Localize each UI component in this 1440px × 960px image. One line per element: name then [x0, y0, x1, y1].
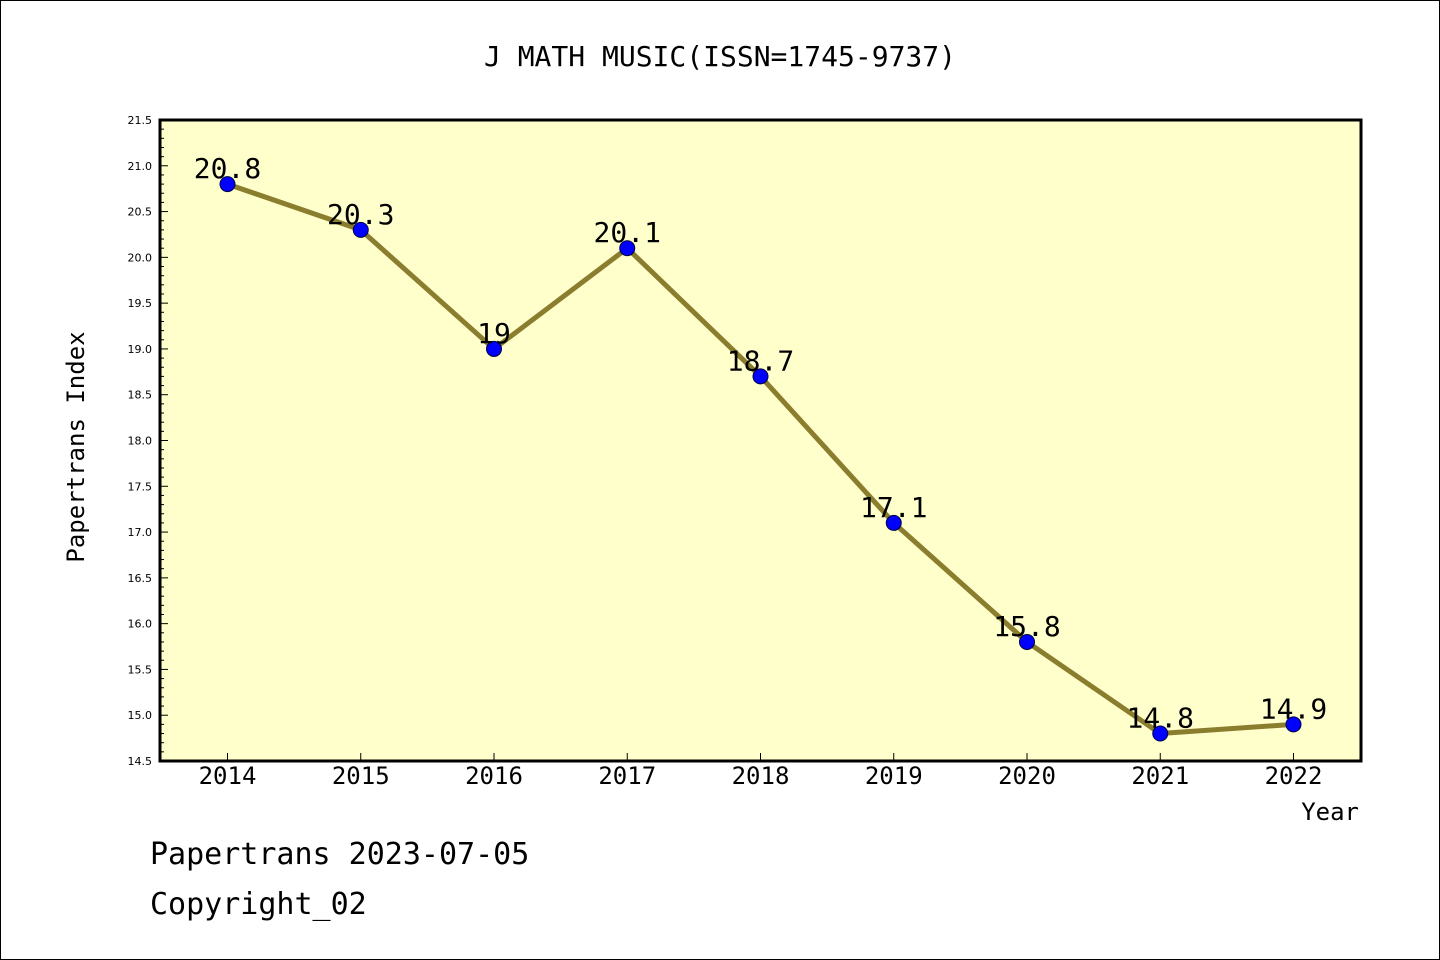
y-tick-label: 15.0 [128, 709, 153, 722]
y-tick-label: 15.5 [128, 663, 153, 676]
y-axis-ticks: 14.5 15.0 15.5 16.0 16.5 17.0 17.5 18.0 18.5 19.0… [128, 114, 168, 768]
data-label: 17.1 [860, 491, 927, 524]
y-tick-label: 18.0 [128, 435, 153, 448]
x-axis-label: Year [1301, 798, 1359, 826]
data-point [1285, 716, 1302, 733]
y-tick-label: 16.0 [128, 618, 153, 631]
x-tick-label: 2020 [998, 762, 1056, 790]
data-point [1152, 725, 1169, 742]
data-point [619, 240, 636, 257]
x-tick-label: 2018 [732, 762, 790, 790]
y-axis-label: Papertrans Index [62, 331, 90, 562]
data-point [219, 176, 236, 193]
data-label: 18.7 [727, 344, 794, 377]
x-tick-label: 2015 [332, 762, 390, 790]
x-tick-label: 2022 [1265, 762, 1323, 790]
y-tick-label: 19.0 [128, 343, 153, 356]
plot-border [158, 118, 1363, 763]
x-tick-label: 2019 [865, 762, 923, 790]
x-axis-ticks: 2014 2015 2016 2017 2018 2019 2020 2021 2022 [199, 753, 1323, 790]
y-tick-label: 17.0 [128, 526, 153, 539]
data-label: 14.9 [1260, 692, 1327, 725]
footer-copyright: Copyright_02 [150, 887, 367, 922]
data-point [486, 340, 502, 357]
data-label: 15.8 [993, 610, 1060, 643]
x-tick-label: 2017 [598, 762, 656, 790]
x-tick-label: 2014 [199, 762, 257, 790]
y-tick-label: 21.0 [128, 160, 153, 173]
data-point [885, 514, 902, 531]
y-tick-label: 16.5 [128, 572, 153, 585]
data-point [1019, 633, 1035, 650]
data-label: 20.3 [327, 198, 394, 231]
chart-title: J MATH MUSIC(ISSN=1745-9737) [484, 40, 956, 73]
points-layer [219, 176, 1302, 742]
y-tick-label: 21.5 [128, 114, 153, 127]
data-label: 20.1 [594, 216, 661, 249]
data-point [352, 221, 369, 238]
footer-date: Papertrans 2023-07-05 [150, 837, 529, 872]
data-label: 19 [477, 317, 511, 350]
y-tick-label: 20.0 [128, 251, 153, 264]
data-labels-layer: 20.8 20.3 19 20.1 18.7 17.1 15.8 14.8 14.9 [194, 152, 1327, 734]
x-tick-label: 2021 [1131, 762, 1189, 790]
data-label: 20.8 [194, 152, 261, 185]
y-tick-label: 14.5 [128, 755, 153, 768]
x-tick-label: 2016 [465, 762, 523, 790]
data-label: 14.8 [1127, 702, 1194, 735]
y-tick-label: 18.5 [128, 389, 153, 402]
y-tick-label: 19.5 [128, 297, 153, 310]
data-point [752, 368, 769, 385]
y-tick-label: 20.5 [128, 206, 153, 219]
y-tick-label: 17.5 [128, 480, 153, 493]
